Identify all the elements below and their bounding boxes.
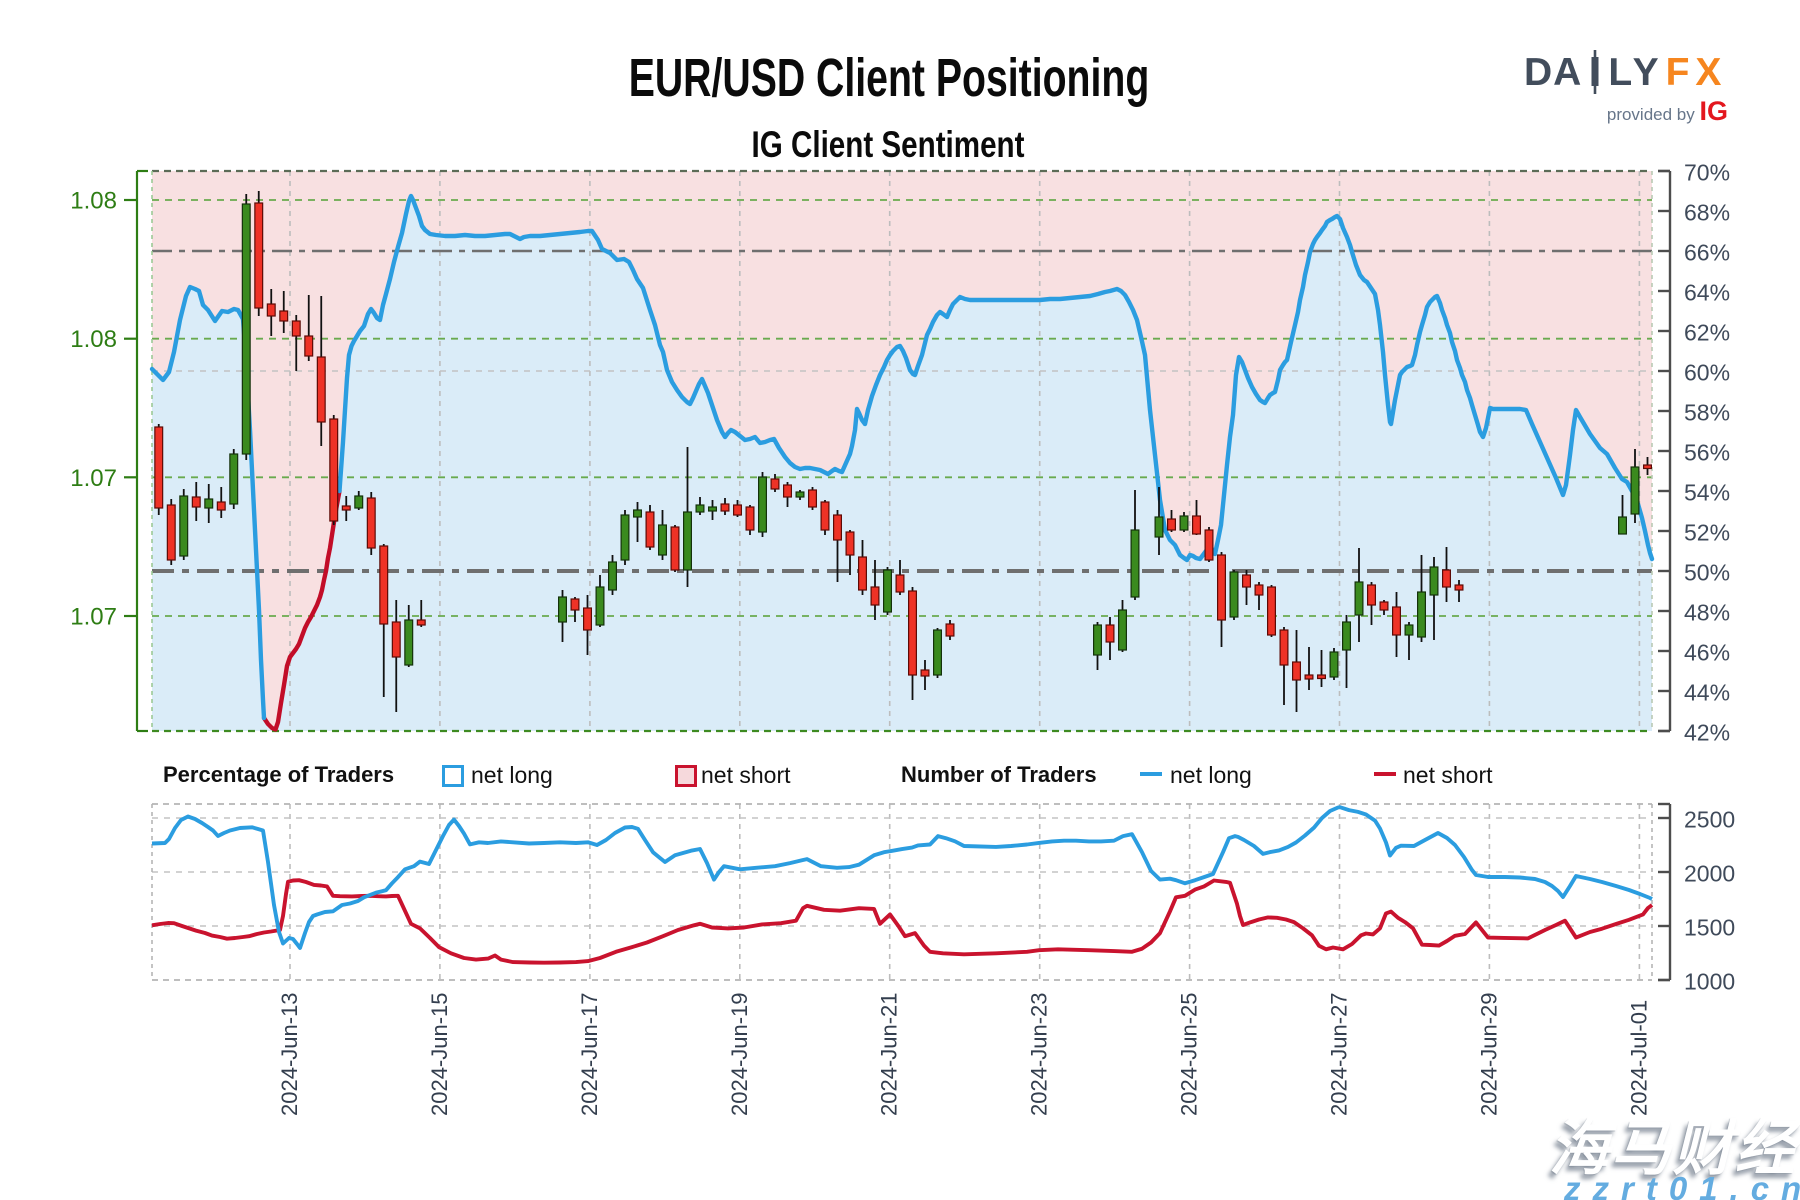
- svg-text:2024-Jun-15: 2024-Jun-15: [427, 992, 452, 1116]
- svg-text:2024-Jun-25: 2024-Jun-25: [1177, 992, 1202, 1116]
- svg-text:1.07: 1.07: [70, 465, 117, 492]
- svg-text:1500: 1500: [1684, 915, 1735, 941]
- svg-text:42%: 42%: [1684, 720, 1730, 746]
- svg-text:2500: 2500: [1684, 807, 1735, 833]
- svg-text:2024-Jun-13: 2024-Jun-13: [277, 992, 302, 1116]
- svg-text:1.08: 1.08: [70, 188, 117, 215]
- svg-text:2024-Jun-17: 2024-Jun-17: [577, 992, 602, 1116]
- svg-text:56%: 56%: [1684, 440, 1730, 466]
- svg-text:58%: 58%: [1684, 400, 1730, 426]
- svg-text:2000: 2000: [1684, 861, 1735, 887]
- svg-text:1.07: 1.07: [70, 604, 117, 631]
- svg-text:48%: 48%: [1684, 600, 1730, 626]
- svg-text:44%: 44%: [1684, 680, 1730, 706]
- svg-text:70%: 70%: [1684, 160, 1730, 186]
- svg-text:52%: 52%: [1684, 520, 1730, 546]
- svg-text:2024-Jun-19: 2024-Jun-19: [727, 992, 752, 1116]
- svg-text:2024-Jun-29: 2024-Jun-29: [1476, 992, 1501, 1116]
- svg-text:2024-Jun-23: 2024-Jun-23: [1027, 992, 1052, 1116]
- svg-text:62%: 62%: [1684, 320, 1730, 346]
- svg-text:1.08: 1.08: [70, 326, 117, 353]
- svg-text:2024-Jun-27: 2024-Jun-27: [1327, 992, 1352, 1116]
- svg-text:2024-Jun-21: 2024-Jun-21: [877, 992, 902, 1116]
- svg-text:54%: 54%: [1684, 480, 1730, 506]
- svg-text:66%: 66%: [1684, 240, 1730, 266]
- svg-text:46%: 46%: [1684, 640, 1730, 666]
- svg-text:50%: 50%: [1684, 560, 1730, 586]
- svg-text:1000: 1000: [1684, 969, 1735, 995]
- svg-text:60%: 60%: [1684, 360, 1730, 386]
- svg-text:2024-Jul-01: 2024-Jul-01: [1626, 1000, 1651, 1116]
- svg-text:64%: 64%: [1684, 280, 1730, 306]
- svg-text:68%: 68%: [1684, 200, 1730, 226]
